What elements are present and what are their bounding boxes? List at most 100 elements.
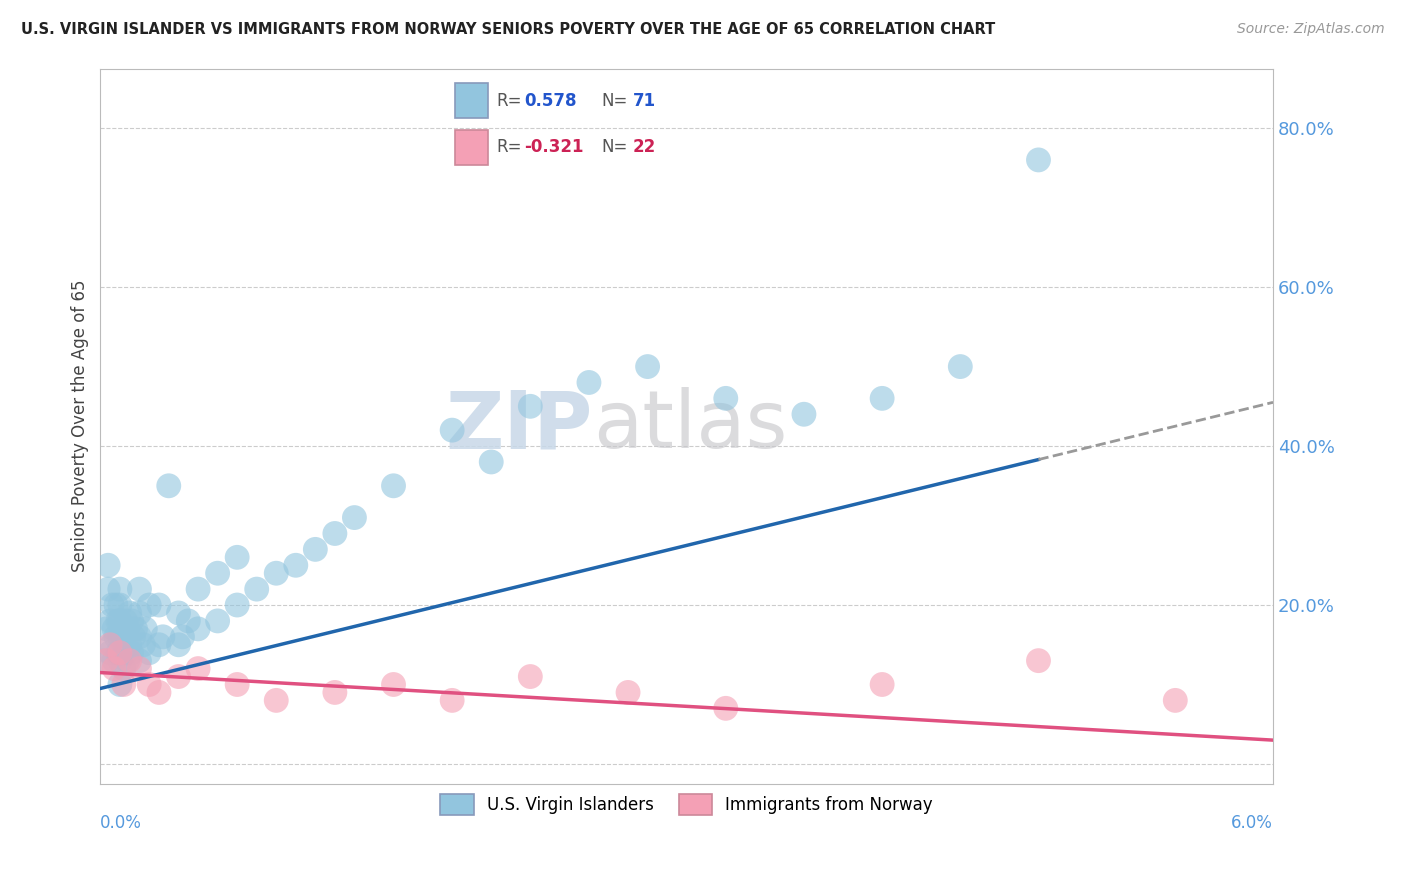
Point (101, 638, 124, 652)
Point (104, 598, 127, 612)
Point (1028, 654, 1050, 668)
Point (98, 638, 121, 652)
Point (107, 646, 129, 660)
Point (108, 630, 131, 644)
Text: 6.0%: 6.0% (1232, 814, 1272, 832)
Point (112, 662, 135, 676)
Point (167, 606, 190, 620)
Point (167, 638, 190, 652)
Point (382, 479, 405, 493)
Text: 0.0%: 0.0% (100, 814, 142, 832)
Legend: U.S. Virgin Islanders, Immigrants from Norway: U.S. Virgin Islanders, Immigrants from N… (433, 788, 939, 822)
Text: Source: ZipAtlas.com: Source: ZipAtlas.com (1237, 22, 1385, 37)
Point (148, 638, 170, 652)
Point (108, 646, 131, 660)
Point (117, 654, 139, 668)
Point (103, 662, 125, 676)
Point (101, 598, 124, 612)
Point (157, 479, 180, 493)
Point (128, 582, 150, 596)
Point (96, 622, 118, 636)
Text: U.S. VIRGIN ISLANDER VS IMMIGRANTS FROM NORWAY SENIORS POVERTY OVER THE AGE OF 6: U.S. VIRGIN ISLANDER VS IMMIGRANTS FROM … (21, 22, 995, 37)
Point (1164, 693, 1187, 707)
Point (637, 359, 659, 374)
Point (1028, 153, 1050, 167)
Point (207, 614, 229, 628)
Point (167, 669, 190, 683)
Point (617, 685, 640, 699)
Point (97, 558, 120, 573)
Text: ZIP: ZIP (446, 387, 593, 466)
Point (121, 646, 143, 660)
Point (138, 646, 160, 660)
Point (114, 646, 136, 660)
Y-axis label: Seniors Poverty Over the Age of 65: Seniors Poverty Over the Age of 65 (72, 280, 89, 573)
Point (870, 392, 893, 406)
Point (714, 392, 737, 406)
Point (382, 677, 405, 691)
Point (124, 622, 146, 636)
Point (870, 677, 893, 691)
Point (117, 622, 139, 636)
Point (108, 654, 131, 668)
Point (103, 622, 125, 636)
Point (264, 693, 287, 707)
Point (107, 614, 129, 628)
Point (187, 662, 209, 676)
Point (343, 510, 366, 524)
Point (97, 582, 120, 596)
Point (114, 614, 136, 628)
Point (128, 662, 150, 676)
Point (128, 654, 150, 668)
Point (138, 677, 160, 691)
Point (118, 654, 141, 668)
Point (118, 606, 141, 620)
Point (128, 630, 150, 644)
Point (118, 638, 141, 652)
Point (323, 526, 346, 541)
Point (112, 677, 135, 691)
Point (148, 598, 170, 612)
Point (98, 646, 121, 660)
Point (578, 376, 600, 390)
Point (152, 630, 174, 644)
Point (187, 582, 209, 596)
Point (207, 566, 229, 581)
Point (172, 630, 194, 644)
Point (793, 407, 815, 421)
Point (108, 614, 131, 628)
Point (122, 630, 145, 644)
Point (138, 598, 160, 612)
Point (148, 685, 170, 699)
Point (441, 423, 464, 437)
Point (519, 669, 541, 683)
Point (226, 550, 249, 565)
Point (226, 598, 249, 612)
Point (323, 685, 346, 699)
Point (284, 558, 307, 573)
Point (246, 582, 269, 596)
Point (264, 566, 287, 581)
Text: atlas: atlas (593, 387, 787, 466)
Point (441, 693, 464, 707)
Point (177, 614, 200, 628)
Point (104, 630, 127, 644)
Point (479, 455, 502, 469)
Point (121, 614, 143, 628)
Point (134, 622, 156, 636)
Point (187, 622, 209, 636)
Point (519, 400, 541, 414)
Point (112, 630, 135, 644)
Point (226, 677, 249, 691)
Point (304, 542, 326, 557)
Point (108, 677, 131, 691)
Point (98, 614, 121, 628)
Point (103, 654, 125, 668)
Point (108, 582, 131, 596)
Point (108, 598, 131, 612)
Point (96, 654, 118, 668)
Point (949, 359, 972, 374)
Point (93, 654, 115, 668)
Point (128, 606, 150, 620)
Point (132, 638, 155, 652)
